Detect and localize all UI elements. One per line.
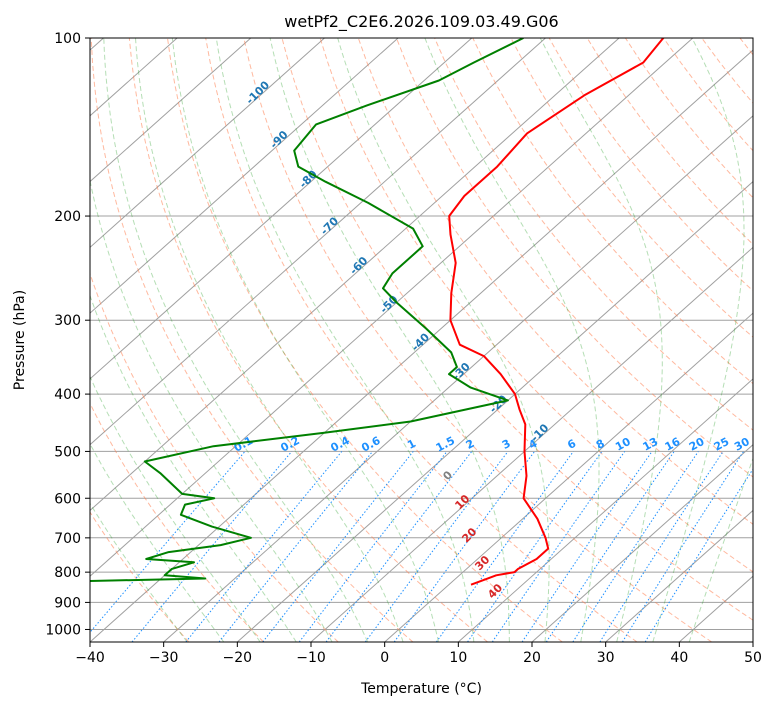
isotherm-line [90,38,252,183]
plot-frame [89,37,754,643]
x-tick-label: −40 [75,650,105,666]
mixing-ratio-line [262,451,414,642]
mixing-ratio-line [90,451,246,634]
mixing-ratio-line [393,451,536,642]
mixing-ratio-line [572,451,699,642]
moist-adiabat-line [337,38,550,642]
moist-adiabat-line [424,38,600,642]
y-tick-label: 600 [54,491,81,507]
mixing-ratio-line [325,451,473,642]
x-tick-label: 10 [449,650,467,666]
mixing-ratio-line [185,451,343,642]
isotherm-line [90,38,325,249]
dry-adiabat-line [548,38,753,292]
dry-adiabat-line [472,38,753,385]
moist-adiabat-line [90,502,188,642]
y-tick-label: 200 [54,209,81,225]
x-tick-label: −30 [149,650,179,666]
x-axis-label: Temperature (°C) [360,681,482,697]
y-tick-label: 100 [54,31,81,47]
dry-adiabat-line [434,38,753,431]
isotherm-line [90,38,546,446]
isotherm-line [90,49,753,642]
y-axis-label: Pressure (hPa) [12,290,28,390]
mixing-ratio-line [218,451,373,642]
x-tick-label: −20 [223,650,253,666]
mixing-ratio-label: 10 [613,435,633,454]
isotherm-line [90,38,694,577]
moist-adiabat-line [269,38,510,642]
dry-adiabat-line [319,38,753,573]
y-tick-label: 300 [54,313,81,329]
isotherm-line [605,509,753,642]
x-tick-label: 0 [380,650,389,666]
moist-adiabat-line [215,38,475,642]
x-tick-label: 40 [670,650,688,666]
mixing-ratio-line [298,451,448,642]
mixing-ratio-label: 30 [732,435,752,454]
mixing-ratio-line [467,451,603,642]
mixing-ratio-line [621,451,745,642]
mixing-ratio-line [491,451,626,642]
moist-adiabat-line [90,178,333,642]
isotherm-line [90,38,399,314]
temperature-profile-line [448,38,665,586]
moist-adiabat-line [688,456,753,642]
x-tick-label: −10 [296,650,326,666]
dry-adiabat-line [205,38,638,642]
mixing-ratio-line [521,451,653,642]
mixing-ratio-line [131,451,293,642]
isotherm-line [384,312,753,642]
moist-adiabat-line [135,38,404,642]
moist-adiabat-line [171,38,439,642]
isotherm-line [90,38,620,512]
mixing-ratio-line [599,451,724,642]
moist-adiabat-line [90,375,261,642]
mixing-ratio-label: 25 [712,435,732,454]
chart-title: wetPf2_C2E6.2026.109.03.49.G06 [284,12,558,32]
y-tick-label: 1000 [45,622,81,638]
dry-adiabat-line [281,38,753,621]
y-tick-label: 900 [54,595,81,611]
isotherm-line [457,378,753,642]
isotherm-line [236,180,753,642]
mixing-ratio-line [435,451,574,642]
isotherm-line [163,115,753,642]
y-tick-label: 400 [54,387,81,403]
x-tick-label: 30 [597,650,615,666]
x-tick-label: 50 [744,650,762,666]
x-tick-label: 20 [523,650,541,666]
moist-adiabat-line [90,294,297,642]
isotherm-line [90,38,473,380]
mixing-ratio-label: 20 [687,435,707,454]
mixing-ratio-line [364,451,509,642]
moist-adiabat-line [90,442,225,642]
dry-adiabat-line [395,38,753,478]
isotherm-line [531,444,753,642]
mixing-ratio-line [644,468,753,642]
y-tick-label: 700 [54,531,81,547]
y-tick-label: 800 [54,565,81,581]
dry-adiabat-line [167,38,563,642]
dry-adiabat-line [243,38,712,642]
dewpoint-profile-line [90,38,524,582]
dry-adiabat-line [90,402,264,642]
moist-adiabat-line [652,38,745,642]
mixing-ratio-label: 16 [663,435,683,454]
mixing-ratio-label: 13 [641,435,661,454]
moist-adiabat-line [103,38,369,642]
dry-adiabat-line [128,38,488,642]
y-tick-label: 500 [54,444,81,460]
mixing-ratio-line [545,451,675,642]
